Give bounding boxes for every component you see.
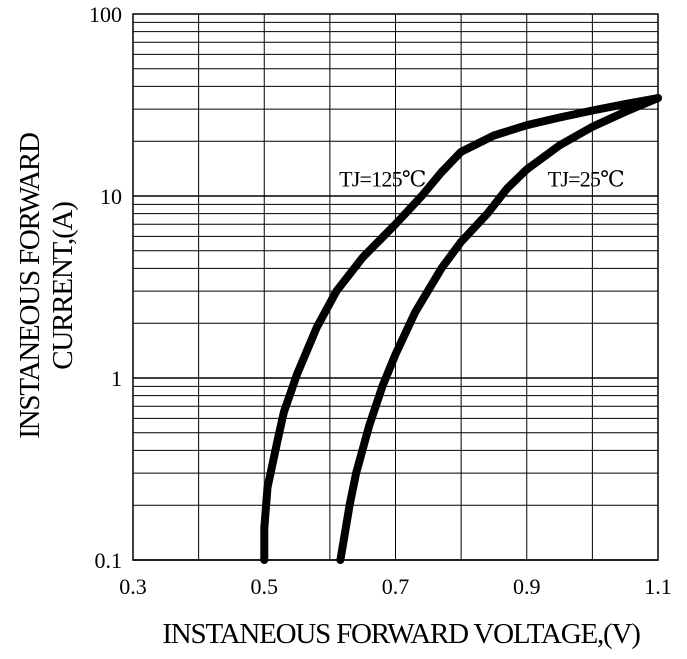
y-tick-label: 10 (100, 184, 122, 209)
y-axis-title-line-2: CURRENT,(A) (47, 202, 79, 370)
x-tick-label: 0.5 (251, 574, 279, 599)
series-line-tj-25c (336, 94, 662, 564)
plot-frame (132, 13, 659, 561)
y-tick-labels: 0.1 1 10 100 (89, 2, 122, 573)
y-tick-label: 1 (111, 366, 122, 391)
x-tick-label: 0.3 (119, 574, 147, 599)
y-tick-label: 100 (89, 2, 122, 27)
curves (260, 94, 662, 564)
grid (132, 14, 659, 561)
x-tick-label: 0.9 (513, 574, 541, 599)
y-axis-title-line-1: INSTANEOUS FORWARD (14, 133, 46, 439)
x-tick-labels: 0.3 0.5 0.7 0.9 1.1 (119, 574, 672, 599)
y-tick-label: 0.1 (95, 548, 123, 573)
series-annotation: TJ=125℃ (339, 166, 426, 191)
x-tick-label: 1.1 (644, 574, 672, 599)
x-axis-title: INSTANEOUS FORWARD VOLTAGE,(V) (162, 618, 640, 650)
series-line-tj-125c (260, 94, 662, 564)
annotations: TJ=125℃ TJ=25℃ (339, 166, 625, 191)
x-tick-label: 0.7 (382, 574, 410, 599)
series-annotation: TJ=25℃ (548, 166, 624, 191)
